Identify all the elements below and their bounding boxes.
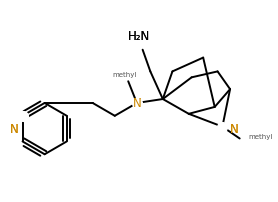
Text: methyl: methyl [112,72,136,78]
Text: methyl: methyl [248,133,273,139]
Text: N: N [133,97,141,110]
Text: H₂N: H₂N [128,30,150,43]
Text: N: N [133,97,141,110]
Text: N: N [10,122,19,135]
Text: N: N [230,122,239,135]
Text: N: N [10,122,19,135]
Text: N: N [230,122,239,135]
Text: H₂N: H₂N [128,30,150,43]
